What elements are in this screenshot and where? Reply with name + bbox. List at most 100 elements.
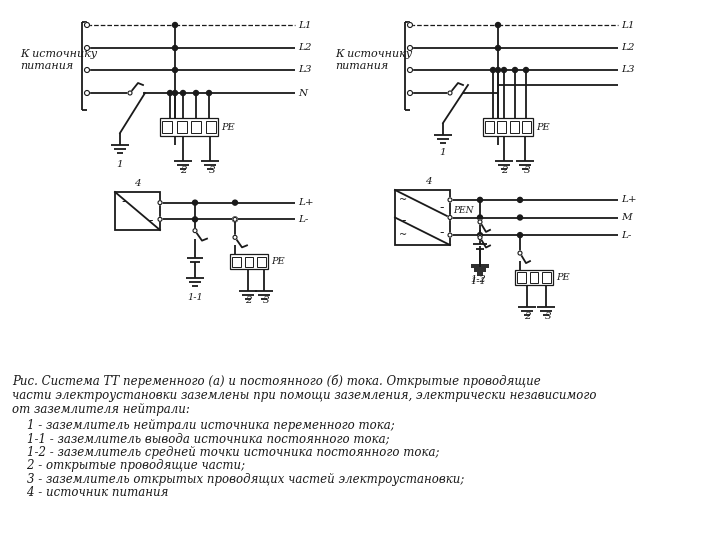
Circle shape <box>408 45 413 51</box>
Text: 1 - заземлитель нейтрали источника переменного тока;: 1 - заземлитель нейтрали источника перем… <box>12 419 395 432</box>
Circle shape <box>181 91 186 96</box>
Circle shape <box>448 198 452 202</box>
Text: от заземлителя нейтрали:: от заземлителя нейтрали: <box>12 403 190 416</box>
Circle shape <box>193 228 197 233</box>
Circle shape <box>84 45 89 51</box>
Text: L-: L- <box>621 231 631 240</box>
Text: ~: ~ <box>399 195 408 205</box>
Circle shape <box>513 68 518 72</box>
Circle shape <box>194 91 199 96</box>
Circle shape <box>477 198 482 202</box>
Text: 1: 1 <box>117 160 123 169</box>
Circle shape <box>502 68 506 72</box>
Bar <box>206 121 216 133</box>
Bar <box>115 192 160 230</box>
Bar <box>192 121 202 133</box>
Text: L3: L3 <box>298 65 312 75</box>
Text: 3: 3 <box>523 166 531 175</box>
Circle shape <box>448 233 452 237</box>
Text: 1-2: 1-2 <box>470 275 486 284</box>
Circle shape <box>192 200 197 205</box>
Circle shape <box>408 68 413 72</box>
Text: PE: PE <box>536 123 549 132</box>
Bar <box>517 272 526 283</box>
Bar <box>232 256 240 267</box>
Text: 2: 2 <box>500 166 508 175</box>
Circle shape <box>233 217 238 222</box>
Text: -: - <box>439 201 444 214</box>
Circle shape <box>207 91 212 96</box>
Circle shape <box>518 233 523 238</box>
Circle shape <box>173 91 178 96</box>
Bar <box>515 270 553 285</box>
Bar <box>510 121 518 133</box>
Circle shape <box>477 233 482 238</box>
Text: 1-2 - заземлитель средней точки источника постоянного тока;: 1-2 - заземлитель средней точки источник… <box>12 446 439 459</box>
Circle shape <box>128 91 132 95</box>
Circle shape <box>233 218 237 221</box>
Text: 3 - заземлитель открытых проводящих частей электроустановки;: 3 - заземлитель открытых проводящих част… <box>12 473 464 486</box>
Text: L+: L+ <box>621 195 636 205</box>
Text: 1-1: 1-1 <box>187 293 203 302</box>
Text: К источнику
питания: К источнику питания <box>335 49 413 71</box>
Circle shape <box>173 68 178 72</box>
Text: PEN: PEN <box>453 206 474 215</box>
Text: -: - <box>401 214 405 227</box>
Circle shape <box>192 217 197 222</box>
Circle shape <box>233 200 238 205</box>
Bar <box>245 256 253 267</box>
Text: 4 - источник питания: 4 - источник питания <box>12 487 168 500</box>
Bar <box>542 272 551 283</box>
Text: L1: L1 <box>298 21 312 30</box>
Circle shape <box>495 68 500 72</box>
Text: 1: 1 <box>440 148 446 157</box>
Text: 2: 2 <box>523 312 531 321</box>
Circle shape <box>84 68 89 72</box>
Circle shape <box>478 220 482 224</box>
Circle shape <box>173 45 178 51</box>
Circle shape <box>523 68 528 72</box>
Text: части электроустановки заземлены при помощи заземления, электрически независимог: части электроустановки заземлены при пом… <box>12 389 596 402</box>
Text: L2: L2 <box>621 44 634 52</box>
Circle shape <box>158 201 162 205</box>
Circle shape <box>518 251 522 255</box>
Text: PE: PE <box>221 123 235 132</box>
Text: ~: ~ <box>399 230 408 240</box>
Bar <box>176 121 186 133</box>
Text: Рис. Система ТТ переменного (а) и постоянного (б) тока. Открытые проводящие: Рис. Система ТТ переменного (а) и постоя… <box>12 375 541 388</box>
Text: L-: L- <box>298 215 308 224</box>
Bar <box>230 254 268 269</box>
Circle shape <box>408 23 413 28</box>
Circle shape <box>233 235 237 239</box>
Circle shape <box>84 23 89 28</box>
Bar <box>483 118 533 136</box>
Circle shape <box>408 91 413 96</box>
Circle shape <box>477 215 482 220</box>
Text: 3: 3 <box>209 166 215 175</box>
Text: PE: PE <box>556 273 570 282</box>
Circle shape <box>168 91 173 96</box>
Bar <box>395 190 450 245</box>
Circle shape <box>84 91 89 96</box>
Circle shape <box>173 23 178 28</box>
Circle shape <box>495 23 500 28</box>
Bar <box>523 121 531 133</box>
Text: L2: L2 <box>298 44 312 52</box>
Bar <box>530 272 539 283</box>
Text: 4: 4 <box>425 178 431 186</box>
Text: -: - <box>149 214 153 227</box>
Text: 3: 3 <box>263 296 269 305</box>
Text: 2: 2 <box>180 166 186 175</box>
Text: L+: L+ <box>298 198 314 207</box>
Text: N: N <box>298 89 307 98</box>
Bar <box>257 256 266 267</box>
Circle shape <box>478 235 482 240</box>
Text: PE: PE <box>271 258 284 266</box>
Circle shape <box>518 198 523 202</box>
Circle shape <box>490 68 495 72</box>
Circle shape <box>448 215 452 219</box>
Bar <box>162 121 172 133</box>
Text: L1: L1 <box>621 21 634 30</box>
Text: 2: 2 <box>245 296 251 305</box>
Text: M: M <box>621 213 631 222</box>
